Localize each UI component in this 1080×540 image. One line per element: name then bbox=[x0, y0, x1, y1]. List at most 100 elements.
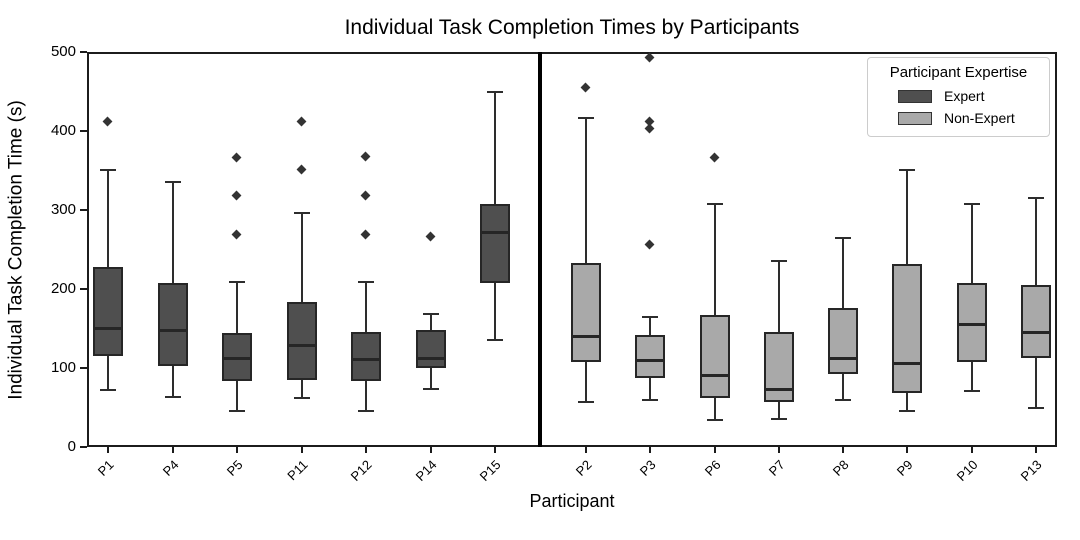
box-P12 bbox=[351, 332, 381, 382]
y-tick-label: 500 bbox=[50, 43, 76, 60]
x-tick-mark bbox=[494, 447, 496, 453]
whisker-cap-top bbox=[422, 313, 439, 316]
median-line-P12 bbox=[353, 357, 379, 361]
median-line-P4 bbox=[159, 328, 186, 332]
upper-whisker bbox=[107, 169, 109, 267]
whisker-cap-bottom bbox=[835, 398, 852, 401]
upper-whisker bbox=[494, 91, 496, 205]
y-tick-label: 200 bbox=[50, 280, 76, 297]
y-tick-mark bbox=[80, 51, 87, 53]
legend-entry-label: Expert bbox=[944, 88, 985, 104]
box-P4 bbox=[157, 283, 188, 367]
whisker-cap-bottom bbox=[1027, 406, 1044, 409]
x-axis-label: Participant bbox=[529, 491, 615, 511]
whisker-cap-bottom bbox=[100, 389, 116, 392]
outlier-diamond bbox=[360, 229, 371, 240]
box-P3 bbox=[635, 334, 666, 379]
median-line-P2 bbox=[573, 334, 599, 338]
median-line-P8 bbox=[830, 357, 857, 361]
lower-whisker bbox=[842, 373, 845, 400]
upper-whisker bbox=[649, 316, 652, 335]
x-tick-mark bbox=[171, 447, 174, 453]
y-tick-mark bbox=[80, 288, 87, 290]
whisker-cap-bottom bbox=[229, 410, 245, 413]
box-P7 bbox=[763, 332, 794, 402]
y-tick-label: 400 bbox=[50, 122, 76, 139]
x-tick-mark bbox=[236, 447, 238, 453]
median-line-P6 bbox=[701, 374, 728, 378]
lower-whisker bbox=[236, 380, 238, 412]
upper-whisker bbox=[970, 203, 973, 284]
x-tick-mark bbox=[365, 447, 367, 453]
whisker-cap-bottom bbox=[899, 409, 916, 412]
outlier-diamond bbox=[580, 82, 591, 92]
whisker-cap-top bbox=[100, 168, 116, 171]
legend-entries: Expert Non-Expert bbox=[876, 85, 1041, 129]
whisker-cap-top bbox=[706, 203, 723, 206]
x-tick-mark bbox=[107, 447, 109, 453]
box-P6 bbox=[699, 315, 730, 398]
whisker-cap-top bbox=[229, 280, 245, 283]
upper-whisker bbox=[842, 237, 845, 308]
median-line-P9 bbox=[894, 361, 921, 365]
median-line-P14 bbox=[417, 357, 444, 361]
lower-whisker bbox=[107, 356, 109, 391]
group-separator-line bbox=[538, 52, 542, 447]
lower-whisker bbox=[429, 368, 432, 390]
upper-whisker bbox=[171, 182, 174, 284]
box-P1 bbox=[93, 266, 123, 357]
lower-whisker bbox=[585, 362, 587, 402]
x-tick-mark bbox=[713, 447, 716, 453]
outlier-diamond bbox=[231, 190, 242, 201]
outlier-diamond bbox=[425, 231, 435, 242]
outlier-diamond bbox=[360, 151, 371, 162]
lower-whisker bbox=[365, 381, 367, 412]
upper-whisker bbox=[585, 117, 587, 263]
lower-whisker bbox=[777, 401, 780, 420]
outlier-diamond bbox=[644, 239, 655, 250]
whisker-cap-top bbox=[164, 181, 181, 184]
x-tick-mark bbox=[1034, 447, 1037, 453]
lower-whisker bbox=[906, 393, 909, 411]
box-P15 bbox=[480, 204, 510, 284]
box-P9 bbox=[892, 263, 923, 394]
whisker-cap-top bbox=[899, 168, 916, 171]
whisker-cap-bottom bbox=[578, 400, 594, 403]
y-tick-label: 100 bbox=[50, 359, 76, 376]
legend: Participant Expertise Expert Non-Expert bbox=[867, 57, 1050, 137]
lower-whisker bbox=[649, 378, 652, 400]
box-P13 bbox=[1020, 285, 1051, 358]
x-tick-mark bbox=[429, 447, 432, 453]
whisker-cap-bottom bbox=[422, 388, 439, 391]
legend-entry-label: Non-Expert bbox=[944, 110, 1015, 126]
x-tick-mark bbox=[585, 447, 587, 453]
median-line-P1 bbox=[95, 327, 121, 330]
lower-whisker bbox=[300, 379, 303, 398]
upper-whisker bbox=[777, 261, 780, 333]
legend-entry: Non-Expert bbox=[876, 107, 1041, 129]
whisker-cap-top bbox=[835, 236, 852, 239]
whisker-cap-bottom bbox=[358, 410, 374, 413]
whisker-cap-top bbox=[487, 90, 503, 93]
y-tick-label: 300 bbox=[50, 201, 76, 218]
legend-swatch-icon bbox=[898, 89, 932, 103]
upper-whisker bbox=[429, 314, 432, 331]
outlier-diamond bbox=[360, 190, 371, 201]
whisker-cap-top bbox=[358, 280, 374, 283]
box-P2 bbox=[571, 262, 601, 363]
median-line-P11 bbox=[288, 343, 315, 347]
box-P5 bbox=[222, 333, 252, 381]
lower-whisker bbox=[494, 283, 496, 341]
lower-whisker bbox=[713, 398, 716, 421]
x-tick-mark bbox=[970, 447, 973, 453]
upper-whisker bbox=[1034, 198, 1037, 286]
box-P10 bbox=[956, 283, 987, 362]
outlier-diamond bbox=[644, 52, 655, 63]
outlier-diamond bbox=[296, 116, 306, 126]
y-tick-mark bbox=[80, 367, 87, 369]
median-line-P10 bbox=[958, 323, 985, 327]
upper-whisker bbox=[713, 204, 716, 316]
legend-entry: Expert bbox=[876, 85, 1041, 107]
